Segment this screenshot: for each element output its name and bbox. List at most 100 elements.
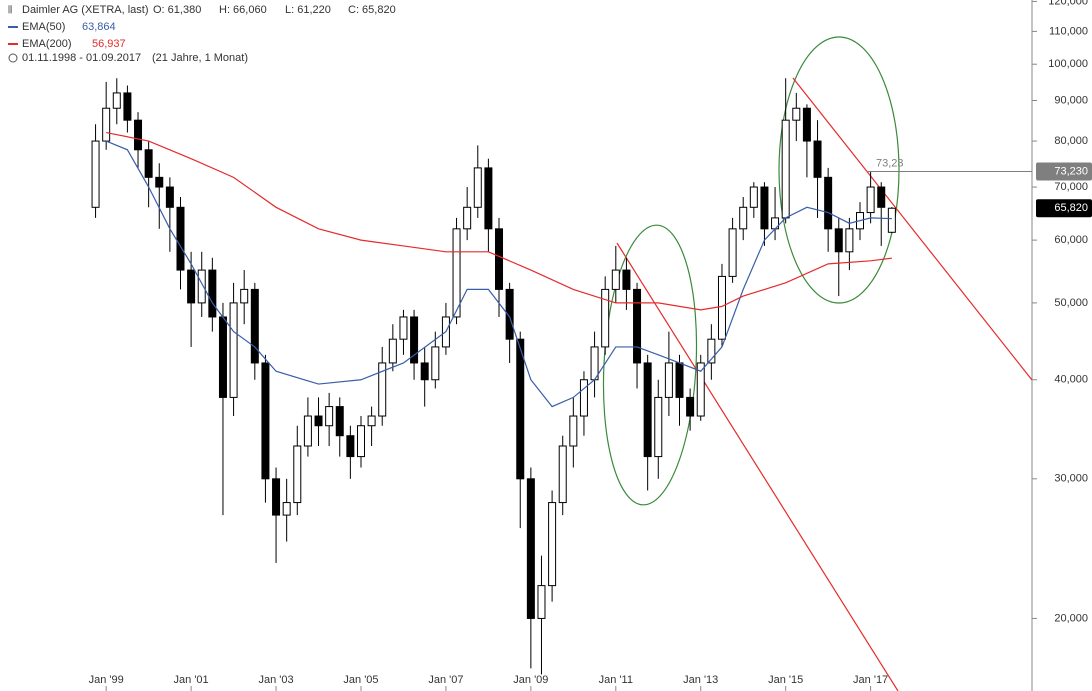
candle-body: [197, 269, 206, 304]
candle-body: [675, 362, 684, 398]
candle-body: [399, 316, 408, 340]
candle-body: [611, 269, 620, 290]
highlight-ellipse: [602, 224, 698, 506]
candle-body: [887, 207, 896, 233]
candle-body: [293, 445, 302, 504]
header: Daimler AG (XETRA, last) ⫼ O: 61,380 H: …: [8, 4, 396, 64]
ohlc-label: O: 61,380: [153, 4, 201, 16]
candle-body: [463, 206, 472, 230]
candle-body: [250, 288, 259, 364]
x-tick-label: Jan '01: [174, 674, 209, 686]
y-tick-label: 120,000: [1048, 0, 1088, 7]
annotation-label: 73,23: [876, 157, 904, 169]
candle-body: [91, 140, 100, 208]
candle-body: [781, 119, 790, 219]
candle-body: [240, 288, 249, 304]
x-tick-label: Jan '03: [258, 674, 293, 686]
candle-body: [356, 425, 365, 458]
candle-body: [696, 362, 705, 417]
candle-body: [505, 288, 514, 340]
x-tick-label: Jan '11: [599, 674, 633, 686]
candle-body: [378, 362, 387, 417]
candle-body: [633, 288, 642, 364]
candle-body: [187, 269, 196, 304]
x-tick-label: Jan '15: [768, 674, 803, 686]
candle-body: [314, 415, 323, 427]
candle-body: [717, 275, 726, 340]
candle-body: [866, 186, 875, 214]
candle-body: [760, 186, 769, 230]
price-badge: [1036, 199, 1092, 218]
price-badge: [1036, 162, 1092, 181]
candle-body: [452, 228, 461, 318]
y-tick-label: 60,000: [1054, 234, 1088, 246]
candle-body: [654, 396, 663, 458]
candle-body: [272, 478, 281, 516]
candle-body: [367, 415, 376, 427]
candle-body: [792, 107, 801, 121]
candle-body: [218, 316, 227, 398]
candle-body: [590, 346, 599, 381]
candle-body: [664, 362, 673, 398]
y-tick-label: 30,000: [1054, 473, 1088, 485]
candle-body: [548, 502, 557, 587]
candle-body: [686, 396, 695, 417]
trend-line: [792, 77, 1033, 381]
candle-body: [516, 338, 525, 480]
candle-body: [388, 338, 397, 364]
x-tick-label: Jan '09: [513, 674, 548, 686]
candle-body: [601, 288, 610, 348]
candle-body: [622, 269, 631, 290]
range-note: (21 Jahre, 1 Monat): [152, 52, 248, 64]
candle-body: [802, 107, 811, 142]
clock-icon: [8, 53, 18, 63]
candle-body: [102, 107, 111, 142]
candle-body: [739, 206, 748, 230]
y-tick-label: 80,000: [1054, 135, 1088, 147]
legend-value: 56,937: [92, 38, 126, 50]
candle-body: [707, 338, 716, 364]
candle-body: [261, 362, 270, 480]
ohlc-label: C: 65,820: [348, 4, 396, 16]
candle-body: [134, 119, 143, 151]
trend-line: [616, 242, 899, 691]
candle-body: [824, 176, 833, 230]
candle-body: [420, 362, 429, 381]
legend-label: EMA(50): [22, 21, 65, 33]
x-tick-label: Jan '99: [89, 674, 124, 686]
y-tick-label: 70,000: [1054, 181, 1088, 193]
y-tick-label: 110,000: [1049, 25, 1088, 37]
candle-body: [579, 379, 588, 417]
candle-body: [749, 186, 758, 208]
candle-body: [144, 149, 153, 178]
y-tick-label: 40,000: [1054, 374, 1088, 386]
ema-line: [106, 131, 892, 311]
candle-body: [410, 316, 419, 364]
candle-body: [282, 502, 291, 516]
y-tick-label: 100,000: [1048, 58, 1088, 70]
y-tick-label: 50,000: [1054, 297, 1088, 309]
candle-body: [813, 140, 822, 178]
candle-body: [558, 445, 567, 504]
candle-body: [877, 186, 886, 208]
candle-body: [495, 228, 504, 290]
candle-body: [484, 167, 493, 230]
candle-body: [526, 478, 535, 619]
candle-body: [431, 346, 440, 381]
legend-label: EMA(200): [22, 38, 72, 50]
candle-body: [303, 415, 312, 447]
candle-body: [834, 228, 843, 253]
candle-body: [473, 167, 482, 208]
y-tick-label: 20,000: [1054, 612, 1088, 624]
range-label: 01.11.1998 - 01.09.2017: [22, 52, 141, 64]
y-tick-label: 90,000: [1054, 94, 1088, 106]
x-tick-label: Jan '07: [428, 674, 463, 686]
legend-value: 63,864: [82, 21, 116, 33]
candle-body: [229, 302, 238, 398]
x-tick-label: Jan '13: [683, 674, 718, 686]
candle-body: [537, 585, 546, 619]
chart-title: Daimler AG (XETRA, last): [22, 4, 149, 16]
candle-body: [155, 176, 164, 188]
